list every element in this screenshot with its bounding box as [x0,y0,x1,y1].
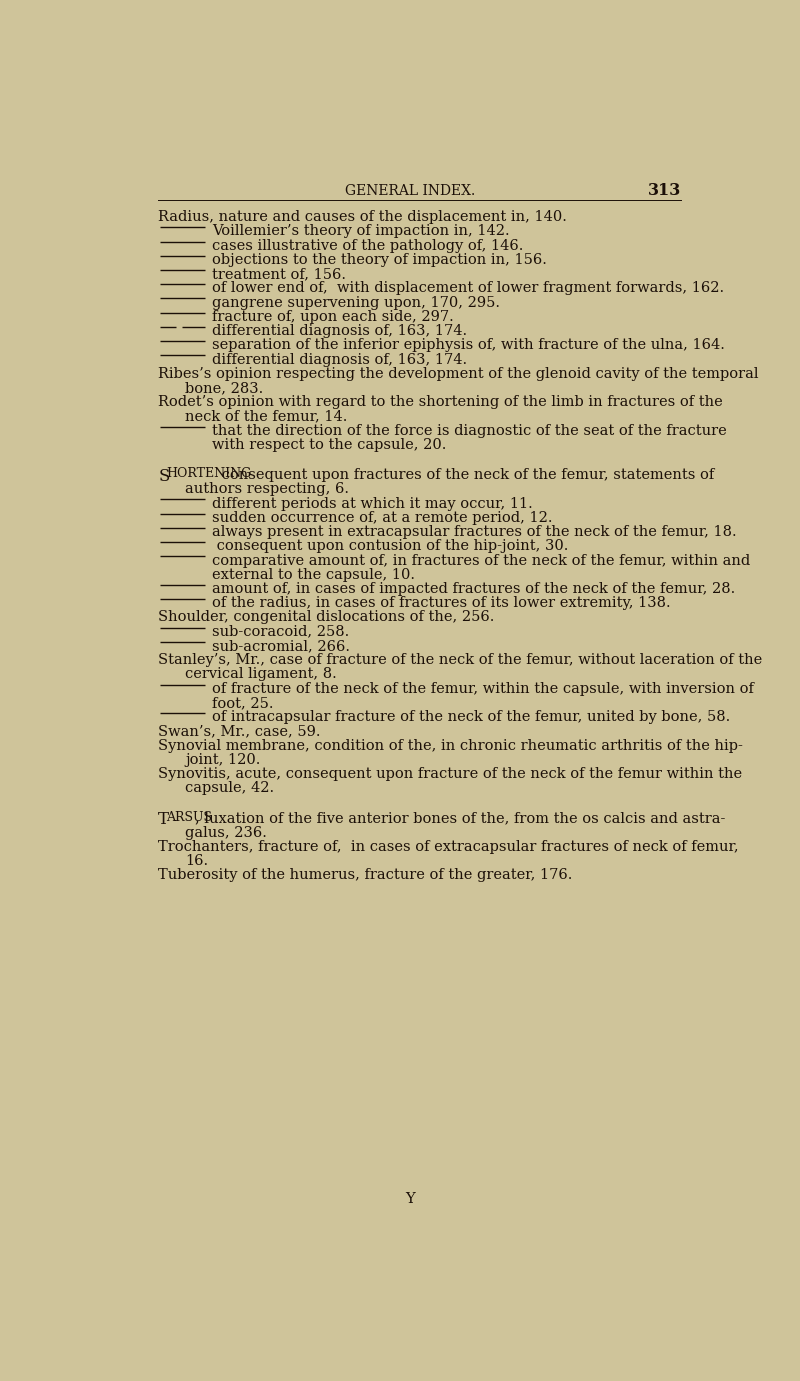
Text: GENERAL INDEX.: GENERAL INDEX. [345,184,475,197]
Text: Rodet’s opinion with regard to the shortening of the limb in fractures of the: Rodet’s opinion with regard to the short… [158,395,723,409]
Text: 16.: 16. [186,853,208,869]
Text: Synovitis, acute, consequent upon fracture of the neck of the femur within the: Synovitis, acute, consequent upon fractu… [158,768,742,782]
Text: consequent upon contusion of the hip-joint, 30.: consequent upon contusion of the hip-joi… [212,539,569,554]
Text: S: S [158,468,170,485]
Text: of fracture of the neck of the femur, within the capsule, with inversion of: of fracture of the neck of the femur, wi… [212,682,754,696]
Text: always present in extracapsular fractures of the neck of the femur, 18.: always present in extracapsular fracture… [212,525,737,539]
Text: of lower end of,  with displacement of lower fragment forwards, 162.: of lower end of, with displacement of lo… [212,282,725,296]
Text: differential diagnosis of, 163, 174.: differential diagnosis of, 163, 174. [212,352,467,367]
Text: differential diagnosis of, 163, 174.: differential diagnosis of, 163, 174. [212,325,467,338]
Text: different periods at which it may occur, 11.: different periods at which it may occur,… [212,497,533,511]
Text: Tuberosity of the humerus, fracture of the greater, 176.: Tuberosity of the humerus, fracture of t… [158,869,573,882]
Text: Shoulder, congenital dislocations of the, 256.: Shoulder, congenital dislocations of the… [158,610,494,624]
Text: neck of the femur, 14.: neck of the femur, 14. [186,410,348,424]
Text: gangrene supervening upon, 170, 295.: gangrene supervening upon, 170, 295. [212,296,500,309]
Text: sudden occurrence of, at a remote period, 12.: sudden occurrence of, at a remote period… [212,511,553,525]
Text: sub-acromial, 266.: sub-acromial, 266. [212,639,350,653]
Text: sub-coracoid, 258.: sub-coracoid, 258. [212,624,350,639]
Text: bone, 283.: bone, 283. [186,381,263,395]
Text: , luxation of the five anterior bones of the, from the os calcis and astra-: , luxation of the five anterior bones of… [194,812,725,826]
Text: separation of the inferior epiphysis of, with fracture of the ulna, 164.: separation of the inferior epiphysis of,… [212,338,726,352]
Text: cases illustrative of the pathology of, 146.: cases illustrative of the pathology of, … [212,239,524,253]
Text: objections to the theory of impaction in, 156.: objections to the theory of impaction in… [212,253,547,267]
Text: authors respecting, 6.: authors respecting, 6. [186,482,350,496]
Text: external to the capsule, 10.: external to the capsule, 10. [212,568,415,581]
Text: Trochanters, fracture of,  in cases of extracapsular fractures of neck of femur,: Trochanters, fracture of, in cases of ex… [158,840,738,853]
Text: Synovial membrane, condition of the, in chronic rheumatic arthritis of the hip-: Synovial membrane, condition of the, in … [158,739,743,753]
Text: comparative amount of, in fractures of the neck of the femur, within and: comparative amount of, in fractures of t… [212,554,750,568]
Text: with respect to the capsule, 20.: with respect to the capsule, 20. [212,438,446,452]
Text: of intracapsular fracture of the neck of the femur, united by bone, 58.: of intracapsular fracture of the neck of… [212,710,730,724]
Text: fracture of, upon each side, 297.: fracture of, upon each side, 297. [212,309,454,325]
Text: capsule, 42.: capsule, 42. [186,782,274,795]
Text: ARSUS: ARSUS [166,811,213,823]
Text: Stanley’s, Mr., case of fracture of the neck of the femur, without laceration of: Stanley’s, Mr., case of fracture of the … [158,653,762,667]
Text: Y: Y [405,1192,415,1206]
Text: foot, 25.: foot, 25. [212,696,274,710]
Text: consequent upon fractures of the neck of the femur, statements of: consequent upon fractures of the neck of… [217,468,714,482]
Text: joint, 120.: joint, 120. [186,753,261,766]
Text: 313: 313 [648,182,682,199]
Text: of the radius, in cases of fractures of its lower extremity, 138.: of the radius, in cases of fractures of … [212,597,671,610]
Text: Voillemier’s theory of impaction in, 142.: Voillemier’s theory of impaction in, 142… [212,225,510,239]
Text: amount of, in cases of impacted fractures of the neck of the femur, 28.: amount of, in cases of impacted fracture… [212,581,736,597]
Text: Swan’s, Mr., case, 59.: Swan’s, Mr., case, 59. [158,725,321,739]
Text: Radius, nature and causes of the displacement in, 140.: Radius, nature and causes of the displac… [158,210,567,224]
Text: treatment of, 156.: treatment of, 156. [212,267,346,282]
Text: cervical ligament, 8.: cervical ligament, 8. [186,667,337,681]
Text: galus, 236.: galus, 236. [186,826,267,840]
Text: T: T [158,812,169,829]
Text: HORTENING: HORTENING [166,467,252,481]
Text: Ribes’s opinion respecting the development of the glenoid cavity of the temporal: Ribes’s opinion respecting the developme… [158,367,758,381]
Text: that the direction of the force is diagnostic of the seat of the fracture: that the direction of the force is diagn… [212,424,727,438]
